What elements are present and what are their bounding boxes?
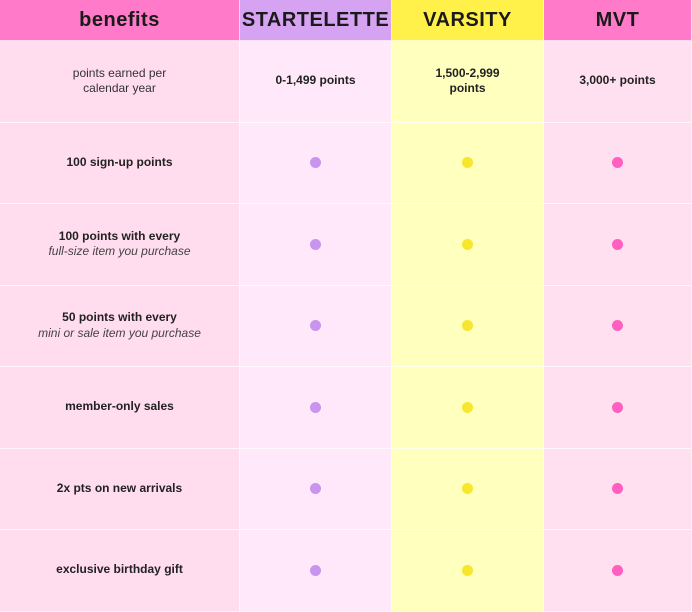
points-earned-label: points earned per calendar year [73,66,166,97]
startelette-check-cell [240,204,392,286]
mvt-dot-icon [612,157,623,169]
benefit-label: 2x pts on new arrivals [57,481,182,497]
benefit-sub-text: mini or sale item you purchase [38,325,201,340]
benefit-main-text: 2x pts on new arrivals [56,480,183,495]
benefit-main-text: member-only sales [65,399,174,414]
varsity-check-cell [392,204,544,286]
startelette-points-cell: 0-1,499 points [240,41,392,123]
varsity-points-cell: 1,500-2,999 points [392,41,544,123]
startelette-dot-icon [310,401,321,413]
startelette-check-cell [240,530,392,612]
mvt-dot-icon [612,320,623,332]
points-earned-label-line2: calendar year [83,81,156,96]
startelette-dot-icon [310,238,321,250]
varsity-check-cell [392,285,544,367]
mvt-check-cell [544,530,692,612]
header-varsity: VARSITY [392,0,544,41]
startelette-dot-icon [310,564,321,576]
startelette-check-cell [240,285,392,367]
points-earned-label-cell: points earned per calendar year [0,41,240,123]
mvt-dot-icon [612,564,623,576]
varsity-dot-icon [462,157,473,169]
points-earned-label-line1: points earned per [72,65,167,80]
benefit-main-text: 100 points with every [58,228,181,243]
startelette-points: 0-1,499 points [275,73,356,88]
startelette-check-cell [240,448,392,530]
varsity-dot-icon [462,483,473,495]
benefit-label-cell: 100 sign-up points [0,122,240,204]
benefit-label: 50 points with every mini or sale item y… [38,310,201,341]
benefit-label: 100 sign-up points [66,155,172,171]
mvt-dot-icon [612,238,623,250]
startelette-dot-icon [310,483,321,495]
benefit-sub-text: full-size item you purchase [48,244,191,259]
mvt-dot-icon [612,483,623,495]
benefit-label-cell: 100 points with every full-size item you… [0,204,240,286]
varsity-check-cell [392,122,544,204]
startelette-dot-icon [310,320,321,332]
benefit-label-cell: member-only sales [0,367,240,449]
benefit-label-cell: exclusive birthday gift [0,530,240,612]
benefit-label-cell: 50 points with every mini or sale item y… [0,285,240,367]
header-benefits: benefits [0,0,240,41]
benefit-main-text: exclusive birthday gift [56,562,183,577]
mvt-points: 3,000+ points [579,73,656,88]
varsity-check-cell [392,367,544,449]
varsity-points-line2: points [449,81,486,96]
mvt-points-cell: 3,000+ points [544,41,692,123]
varsity-dot-icon [462,238,473,250]
varsity-points: 1,500-2,999 points [435,66,499,97]
mvt-check-cell [544,204,692,286]
varsity-points-line1: 1,500-2,999 [435,65,500,80]
benefit-main-text: 50 points with every [62,310,177,325]
benefit-label-cell: 2x pts on new arrivals [0,448,240,530]
mvt-check-cell [544,285,692,367]
startelette-check-cell [240,122,392,204]
benefit-label: member-only sales [65,399,174,415]
startelette-check-cell [240,367,392,449]
mvt-check-cell [544,122,692,204]
startelette-dot-icon [310,157,321,169]
benefit-main-text: 100 sign-up points [66,154,173,169]
varsity-dot-icon [462,401,473,413]
benefit-label: exclusive birthday gift [56,562,183,578]
header-startelette: STARTELETTE [240,0,392,41]
mvt-dot-icon [612,401,623,413]
header-mvt: MVT [544,0,692,41]
mvt-check-cell [544,448,692,530]
benefit-label: 100 points with every full-size item you… [48,229,190,260]
varsity-dot-icon [462,564,473,576]
varsity-check-cell [392,448,544,530]
varsity-dot-icon [462,320,473,332]
mvt-check-cell [544,367,692,449]
varsity-check-cell [392,530,544,612]
